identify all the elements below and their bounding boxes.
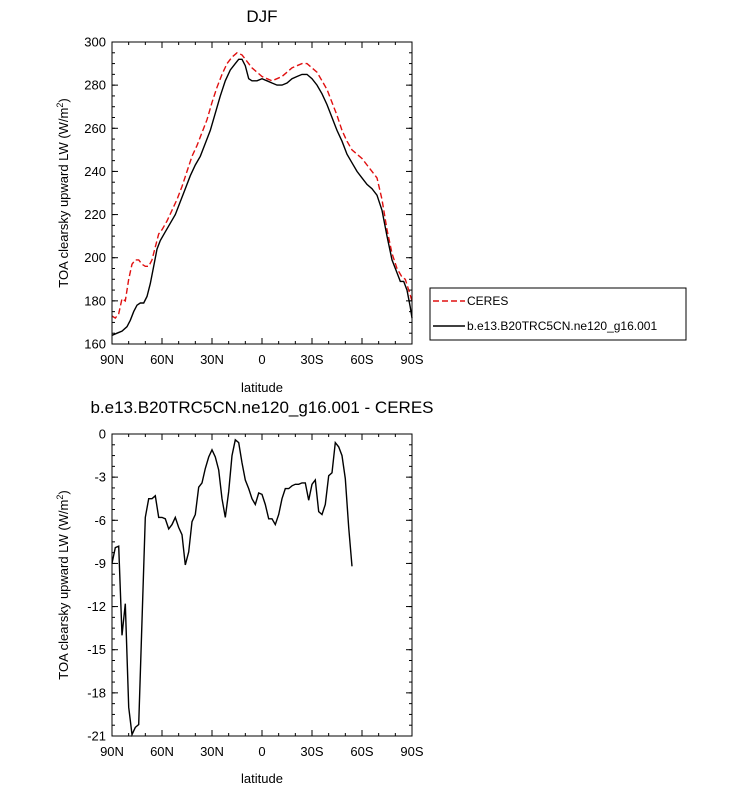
y-tick-label: 280 (84, 78, 106, 93)
y-tick-label: 220 (84, 207, 106, 222)
top-panel: DJF 90N 60N 30N 0 30S 60S 90S 160 180 200 220 240 26… (55, 7, 687, 395)
x-tick-label: 90S (400, 744, 423, 759)
y-tick-label: -21 (87, 729, 106, 744)
y-tick-label: 200 (84, 250, 106, 265)
y-tick-label: -9 (94, 556, 106, 571)
series-line-0-1 (111, 58, 413, 337)
bottom-y-label-main: TOA clearsky upward LW (W/m (56, 500, 71, 680)
y-tick-label: 0 (99, 427, 106, 442)
y-tick-label: 180 (84, 293, 106, 308)
series-line-1-0 (111, 438, 353, 738)
x-tick-label: 0 (258, 744, 265, 759)
y-tick-label: 240 (84, 164, 106, 179)
x-tick-label: 30S (300, 744, 323, 759)
top-chart-title: DJF (246, 7, 277, 26)
x-tick-label: 30N (200, 744, 224, 759)
series-line-0-0 (111, 51, 413, 320)
top-axis-ticks: 90N 60N 30N 0 30S 60S 90S 160 180 200 220 240 260 280… (84, 35, 424, 368)
x-tick-label: 60S (350, 352, 373, 367)
y-tick-label: -3 (94, 470, 106, 485)
y-tick-label: -15 (87, 642, 106, 657)
legend-box (429, 287, 687, 341)
bottom-y-axis-label: TOA clearsky upward LW (W/m2) (55, 490, 71, 679)
y-tick-label: 160 (84, 337, 106, 352)
bottom-y-label-tail: ) (56, 490, 71, 494)
top-y-label-tail: ) (56, 98, 71, 102)
bottom-y-label-sup: 2 (55, 495, 65, 500)
x-tick-label: 60N (150, 744, 174, 759)
bottom-axis-ticks: 90N 60N 30N 0 30S 60S 90S -21 -18 -15 -12 -9 -6 -3 0 (87, 427, 424, 760)
legend: CERES b.e13.B20TRC5CN.ne120_g16.001 (429, 287, 687, 341)
y-tick-label: -12 (87, 599, 106, 614)
x-tick-label: 60S (350, 744, 373, 759)
x-tick-label: 30S (300, 352, 323, 367)
y-tick-label: -18 (87, 685, 106, 700)
bottom-plot-frame (111, 433, 413, 737)
x-tick-label: 0 (258, 352, 265, 367)
x-tick-label: 90S (400, 352, 423, 367)
top-plot-frame (111, 41, 413, 345)
top-series-group (111, 51, 413, 337)
bottom-series-group (111, 438, 353, 738)
bottom-panel: b.e13.B20TRC5CN.ne120_g16.001 - CERES 90… (55, 398, 434, 786)
legend-label-ceres: CERES (467, 294, 508, 308)
top-y-label-main: TOA clearsky upward LW (W/m (56, 108, 71, 288)
bottom-chart-title: b.e13.B20TRC5CN.ne120_g16.001 - CERES (90, 398, 433, 417)
y-tick-label: -6 (94, 513, 106, 528)
legend-label-model: b.e13.B20TRC5CN.ne120_g16.001 (467, 319, 657, 333)
bottom-x-axis-label: latitude (241, 771, 283, 786)
x-tick-label: 90N (100, 744, 124, 759)
x-tick-label: 90N (100, 352, 124, 367)
x-tick-label: 30N (200, 352, 224, 367)
y-tick-label: 300 (84, 35, 106, 50)
top-x-axis-label: latitude (241, 380, 283, 395)
y-tick-label: 260 (84, 121, 106, 136)
x-tick-label: 60N (150, 352, 174, 367)
top-y-axis-label: TOA clearsky upward LW (W/m2) (55, 98, 71, 287)
top-y-label-sup: 2 (55, 103, 65, 108)
